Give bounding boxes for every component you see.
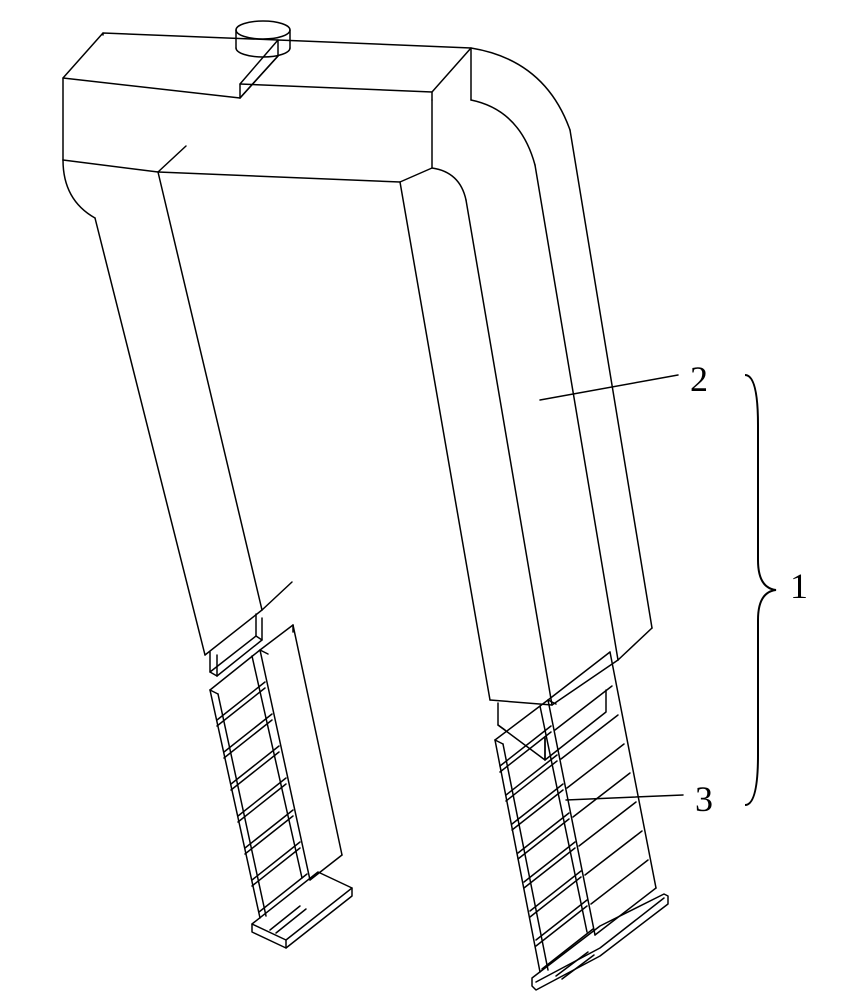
label-3: 3 <box>695 778 713 820</box>
label-2: 2 <box>690 358 708 400</box>
brace-1 <box>740 365 790 815</box>
left-base-column <box>210 625 352 948</box>
label-1: 1 <box>790 565 808 607</box>
upper-frame <box>63 33 652 760</box>
leader-lines <box>540 375 683 800</box>
diagram-canvas <box>0 0 847 1000</box>
